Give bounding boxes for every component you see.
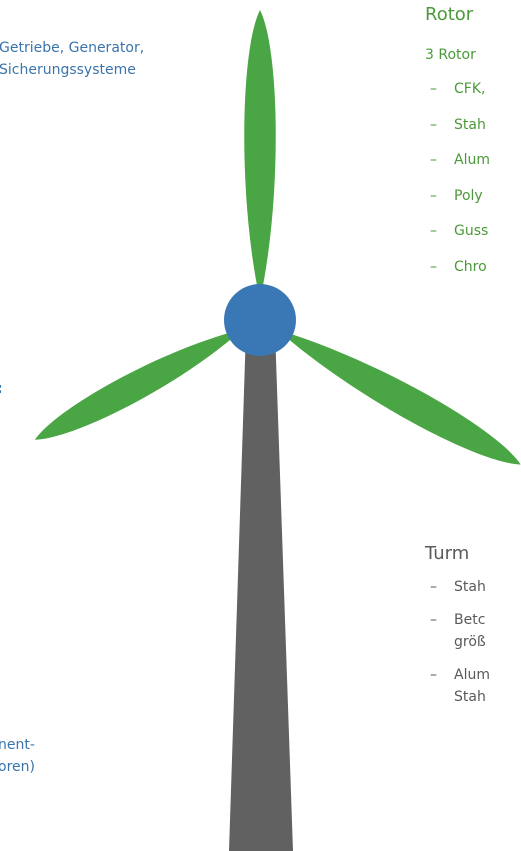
turm-item: größ [454, 631, 486, 653]
tower [229, 330, 293, 851]
turm-item: Stah [454, 686, 486, 708]
left-text: nent- [0, 734, 35, 756]
list-dash: – [430, 185, 437, 207]
list-dash: – [430, 149, 437, 171]
rotor-title: Rotor [425, 2, 473, 28]
list-dash: – [430, 256, 437, 278]
left-text: : [0, 378, 3, 400]
rotor-intro: 3 Rotor [425, 44, 476, 66]
page: Getriebe, Generator, Sicherungssysteme :… [0, 0, 521, 851]
rotor-item: Guss [454, 220, 488, 242]
blade [270, 316, 521, 478]
blade [244, 10, 276, 300]
rotor-item: Poly [454, 185, 483, 207]
rotor-item: Chro [454, 256, 487, 278]
list-dash: – [430, 576, 437, 598]
blade [28, 317, 249, 453]
list-dash: – [430, 609, 437, 631]
rotor-item: CFK, [454, 78, 485, 100]
list-dash: – [430, 114, 437, 136]
turm-item: Alum [454, 664, 490, 686]
turbine [0, 0, 521, 851]
rotor-item: Alum [454, 149, 490, 171]
list-dash: – [430, 220, 437, 242]
list-dash: – [430, 664, 437, 686]
turm-title: Turm [425, 541, 469, 567]
turm-item: Stah [454, 576, 486, 598]
left-text: Getriebe, Generator, [0, 37, 144, 59]
list-dash: – [430, 78, 437, 100]
rotor-item: Stah [454, 114, 486, 136]
hub [224, 284, 296, 356]
turm-item: Betc [454, 609, 485, 631]
left-text: oren) [0, 756, 35, 778]
left-text: Sicherungssysteme [0, 59, 136, 81]
